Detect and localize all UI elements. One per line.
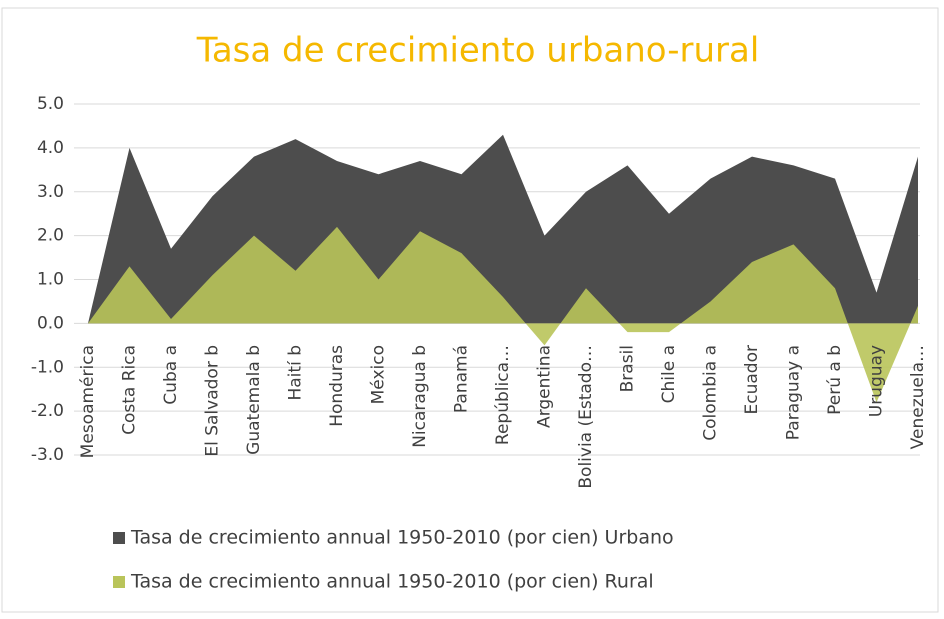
y-tick-label: 1.0 [37, 270, 64, 290]
y-tick-label: 4.0 [37, 138, 64, 158]
y-tick-label: -3.0 [31, 445, 64, 465]
page: {"chart_data": {"type": "area", "title":… [0, 0, 944, 619]
x-tick-label: Bolivia (Estado… [576, 345, 596, 489]
x-tick-label: El Salvador b [203, 345, 223, 457]
legend-label: Tasa de crecimiento annual 1950-2010 (po… [130, 571, 654, 593]
x-tick-label: Nicaragua b [410, 345, 430, 448]
x-tick-label: Colombia a [701, 345, 721, 441]
x-tick-label: Mesoamérica [78, 345, 98, 458]
x-tick-label: Chile a [659, 345, 679, 403]
x-tick-label: Brasil [618, 345, 638, 392]
x-tick-label: Argentina [535, 345, 555, 428]
y-tick-label: 3.0 [37, 182, 64, 202]
legend-label: Tasa de crecimiento annual 1950-2010 (po… [130, 527, 674, 549]
x-tick-label: Cuba a [161, 345, 181, 405]
x-tick-label: Honduras [327, 345, 347, 427]
x-tick-label: Venezuela… [908, 345, 928, 449]
y-tick-label: 5.0 [37, 94, 64, 114]
x-tick-label: Uruguay [867, 345, 887, 417]
y-tick-label: 2.0 [37, 226, 64, 246]
x-tick-label: Ecuador [742, 345, 762, 414]
x-tick-label: Paraguay a [784, 345, 804, 440]
legend-swatch [113, 532, 125, 544]
x-tick-label: Guatemala b [244, 345, 264, 455]
x-tick-label: República… [493, 345, 513, 445]
x-tick-label: Perú a b [825, 345, 845, 415]
x-tick-label: Haití b [286, 345, 306, 401]
chart-title: Tasa de crecimiento urbano-rural [196, 31, 760, 71]
x-tick-label: México [369, 345, 389, 404]
y-tick-label: -2.0 [31, 401, 64, 421]
y-tick-label: 0.0 [37, 313, 64, 333]
chart: Tasa de crecimiento urbano-rural -3.0 -2.… [0, 0, 944, 615]
y-tick-label: -1.0 [31, 357, 64, 377]
legend-swatch [113, 576, 125, 588]
x-tick-label: Panamá [452, 345, 472, 413]
x-tick-label: Costa Rica [120, 345, 140, 435]
